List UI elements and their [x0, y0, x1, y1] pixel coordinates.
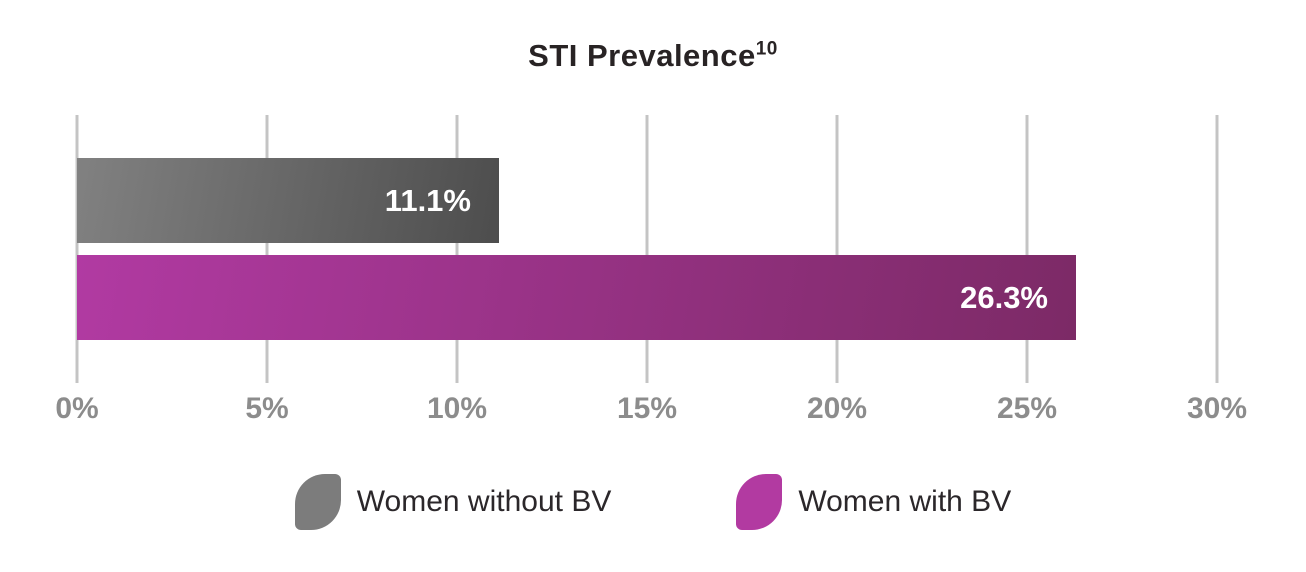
gridline-10%	[455, 115, 459, 383]
x-tick-label: 5%	[245, 392, 289, 425]
bar-value-label: 26.3%	[960, 279, 1048, 315]
gridline-0%	[75, 115, 79, 383]
plot-area: 11.1% 26.3%	[75, 115, 1219, 383]
x-tick-label: 15%	[616, 392, 678, 425]
x-axis: 0% 5% 10% 15% 20% 25% 30%	[0, 392, 1306, 432]
x-tick-label: 0%	[55, 392, 99, 425]
legend-swatch-leaf-icon	[294, 474, 341, 530]
legend-label: Women without BV	[356, 485, 612, 518]
bar-value-label: 11.1%	[384, 182, 471, 218]
bar-women-with-bv: 26.3%	[77, 255, 1076, 340]
chart-title: STI Prevalence10	[0, 38, 1306, 74]
legend-label: Women with BV	[798, 485, 1012, 518]
chart-title-text: STI Prevalence	[528, 38, 756, 73]
legend-item-women-without-bv: Women without BV	[294, 474, 612, 530]
bar-women-without-bv: 11.1%	[77, 158, 499, 243]
x-tick-label: 25%	[996, 392, 1058, 425]
legend: Women without BV Women with BV	[0, 474, 1306, 530]
x-tick-label: 10%	[426, 392, 488, 425]
gridline-5%	[265, 115, 269, 383]
gridline-15%	[645, 115, 649, 383]
title-footnote-superscript: 10	[755, 38, 778, 60]
x-tick-label: 30%	[1186, 392, 1248, 425]
gridline-30%	[1215, 115, 1219, 383]
x-tick-label: 20%	[806, 392, 868, 425]
legend-item-women-with-bv: Women with BV	[736, 474, 1011, 530]
gridline-25%	[1025, 115, 1029, 383]
gridline-20%	[835, 115, 839, 383]
legend-swatch-leaf-icon	[736, 474, 783, 530]
